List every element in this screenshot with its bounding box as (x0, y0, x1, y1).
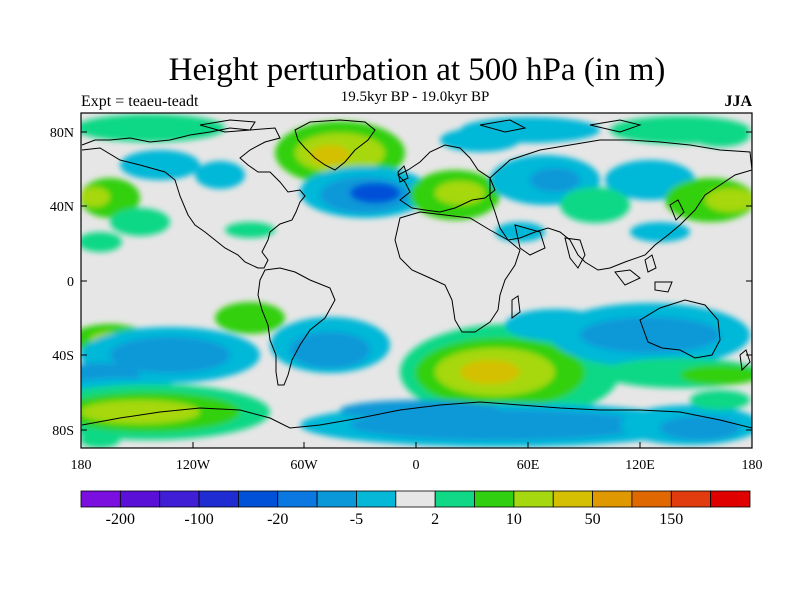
colorbar-swatch (238, 490, 279, 508)
experiment-label: Expt = teaeu-teadt (81, 93, 199, 110)
colorbar-label: 10 (506, 511, 522, 528)
map-title: Height perturbation at 500 hPa (in m) (168, 52, 666, 88)
lon-tick-label: 180 (742, 458, 763, 473)
colorbar-label: -5 (350, 511, 363, 528)
colorbar-label: 2 (431, 511, 439, 528)
map-subtitle: 19.5kyr BP - 19.0kyr BP (340, 89, 490, 105)
colorbar-swatch (474, 490, 515, 508)
colorbar-swatch (434, 490, 475, 508)
colorbar-label: -100 (184, 511, 213, 528)
lon-tick-label: 120W (176, 458, 211, 473)
lat-tick-label: 40N (50, 200, 74, 215)
axis-ticks (80, 131, 753, 448)
colorbar-label: 150 (659, 511, 683, 528)
lon-tick-label: 180 (71, 458, 92, 473)
colorbar-swatch (356, 490, 397, 508)
lat-tick-label: 80S (52, 424, 74, 439)
colorbar-swatch (395, 490, 436, 508)
lon-tick-label: 60E (517, 458, 540, 473)
colorbar-label: -20 (267, 511, 288, 528)
colorbar-swatch (198, 490, 239, 508)
colorbar-swatch (159, 490, 200, 508)
lat-tick-label: 80N (50, 126, 74, 141)
colorbar-swatch (119, 490, 161, 508)
contour-field (81, 113, 752, 448)
colorbar-swatch (592, 490, 633, 508)
colorbar-label: 50 (585, 511, 601, 528)
colorbar-swatch (80, 490, 121, 508)
lon-tick-label: 0 (413, 458, 420, 473)
colorbar-swatch (710, 490, 751, 508)
colorbar-swatch (670, 490, 712, 508)
lon-tick-label: 60W (290, 458, 318, 473)
lat-tick-label: 0 (67, 275, 74, 290)
colorbar-labels: -200 -100 -20 -5 2 10 50 150 (106, 511, 684, 528)
colorbar-label: -200 (106, 511, 135, 528)
coastlines (81, 119, 752, 429)
colorbar-swatch (513, 490, 554, 508)
lat-tick-label: 40S (52, 349, 74, 364)
colorbar-swatch (277, 490, 318, 508)
colorbar (80, 490, 751, 508)
season-label: JJA (724, 93, 752, 110)
colorbar-swatch (552, 490, 593, 508)
colorbar-swatch (631, 490, 672, 508)
lon-tick-label: 120E (625, 458, 655, 473)
colorbar-swatch (316, 490, 357, 508)
